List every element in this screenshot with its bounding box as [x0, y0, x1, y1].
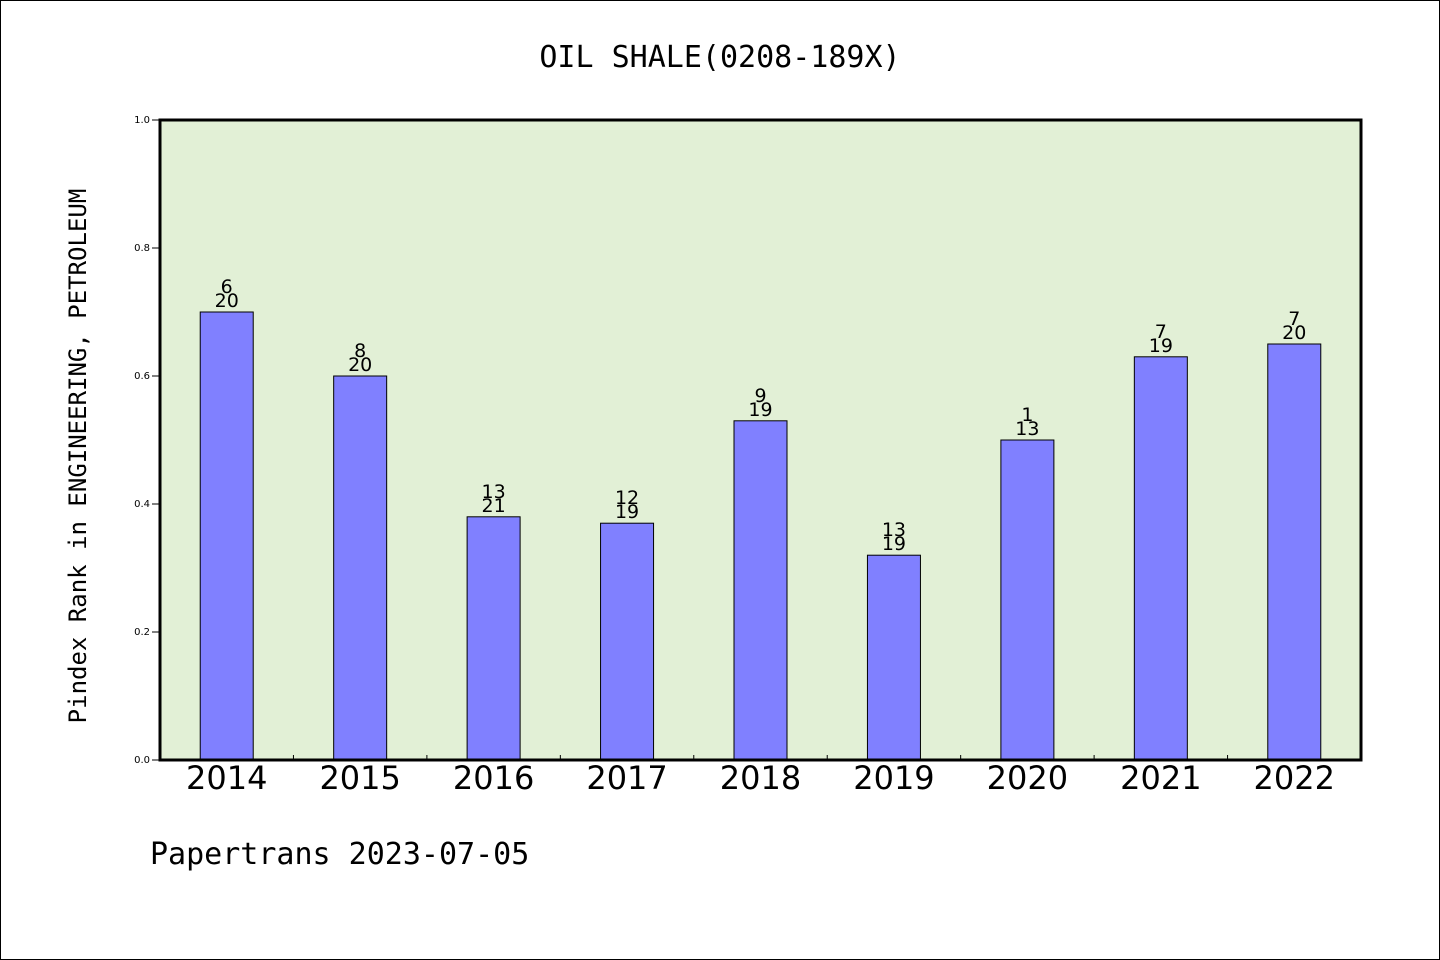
bar-rank-label: 7 [1288, 308, 1300, 330]
y-tick-label: 1.0 [134, 115, 150, 126]
x-tick-label: 2016 [453, 759, 534, 797]
bar-total-label: 19 [615, 501, 639, 523]
bar-rank-label: 6 [221, 276, 233, 298]
bar-2021 [1133, 356, 1188, 761]
bar-2020 [1000, 439, 1055, 761]
x-tick-label: 2018 [720, 759, 801, 797]
bar-total-label: 20 [348, 354, 372, 376]
bar-2015 [333, 375, 388, 761]
x-tick-label: 2021 [1120, 759, 1201, 797]
bar-total-label: 20 [215, 290, 239, 312]
y-axis-ticks: 0.0 0.2 0.4 0.6 0.8 1.0 [134, 115, 160, 766]
bar-2014 [199, 311, 254, 761]
bar-total-label: 21 [482, 495, 506, 517]
chart-title: OIL SHALE(0208-189X) [539, 40, 900, 75]
plot-border [158, 118, 1363, 762]
bar-2022 [1267, 343, 1322, 761]
bar-rank-label: 8 [354, 340, 366, 362]
y-tick-label: 0.4 [134, 499, 150, 510]
x-axis-ticks: 2014 2015 2016 2017 2018 2019 2020 2021 2022 [186, 755, 1335, 797]
bar-rank-label: 13 [882, 519, 906, 541]
y-tick-label: 0.8 [134, 243, 150, 254]
bar-total-label: 19 [1149, 335, 1173, 357]
bar-rank-label: 7 [1155, 321, 1167, 343]
x-tick-label: 2019 [853, 759, 934, 797]
bar-total-label: 19 [882, 533, 906, 555]
bar-rank-label: 9 [754, 385, 766, 407]
bar-2016 [466, 516, 521, 761]
bar-rank-label: 13 [482, 481, 506, 503]
x-tick-label: 2014 [186, 759, 267, 797]
bar-total-label: 19 [748, 399, 772, 421]
x-tick-label: 2022 [1254, 759, 1335, 797]
bar-total-label: 20 [1282, 322, 1306, 344]
footer-credit: Papertrans 2023-07-05 [150, 837, 529, 872]
bar-rank-label: 12 [615, 487, 639, 509]
x-tick-label: 2020 [987, 759, 1068, 797]
bar-total-label: 13 [1015, 418, 1039, 440]
y-tick-label: 0.2 [134, 627, 150, 638]
x-tick-label: 2015 [319, 759, 400, 797]
bar-group [199, 311, 1322, 761]
bar-rank-label: 1 [1021, 404, 1033, 426]
bar-2018 [733, 420, 788, 761]
y-axis-label: Pindex Rank in ENGINEERING, PETROLEUM [64, 189, 92, 724]
y-tick-label: 0.6 [134, 371, 150, 382]
y-tick-label: 0.0 [134, 755, 150, 766]
bar-2019 [866, 554, 921, 761]
bar-2017 [600, 522, 655, 761]
x-tick-label: 2017 [586, 759, 667, 797]
